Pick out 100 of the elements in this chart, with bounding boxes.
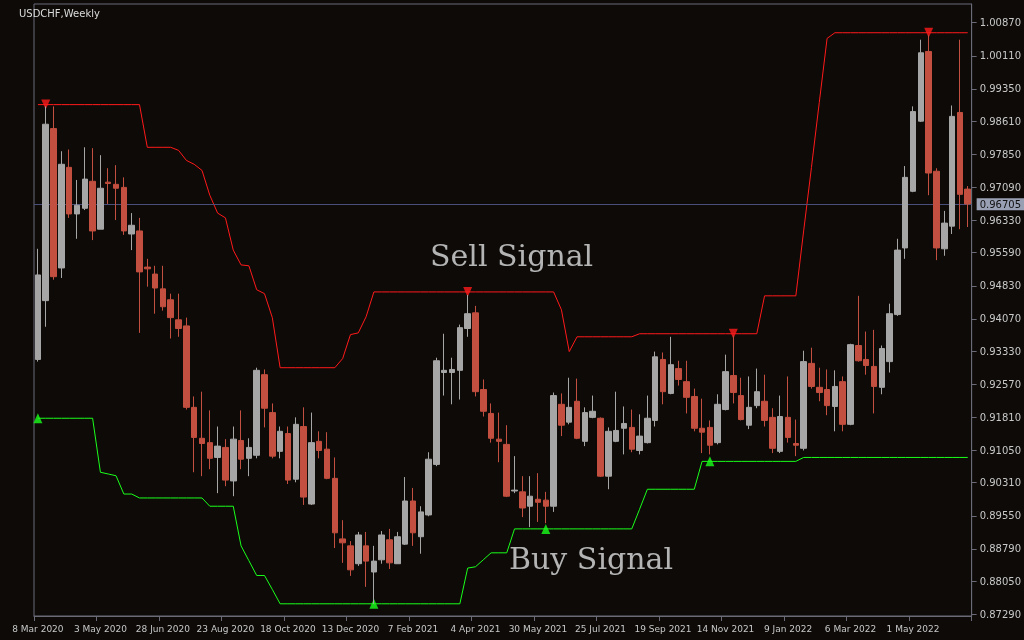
candlestick (707, 419, 713, 455)
candlestick (207, 409, 213, 470)
candlestick (261, 368, 268, 428)
candlestick (675, 360, 682, 387)
candlestick (847, 343, 854, 426)
candlestick (58, 150, 65, 279)
x-tick-label: 1 May 2022 (886, 623, 940, 634)
candlestick (74, 179, 80, 240)
point (463, 286, 473, 297)
chart-title: USDCHF,Weekly (19, 7, 100, 19)
x-tick-label: 25 Jul 2021 (575, 623, 626, 634)
candlestick (410, 487, 416, 547)
candlestick (285, 426, 291, 485)
candlestick (230, 426, 237, 497)
candlestick (339, 519, 346, 564)
candlestick (82, 146, 88, 211)
candlestick (97, 154, 104, 230)
point (33, 413, 43, 424)
candlestick (128, 212, 135, 251)
x-tick-label: 3 May 2020 (73, 623, 128, 634)
ref-line-label: 0.96705 (979, 198, 1022, 210)
candlestick (496, 412, 502, 463)
candlestick (558, 392, 565, 437)
y-tick-label: 0.97850 (979, 148, 1022, 160)
candlestick (378, 530, 385, 565)
candlestick (808, 347, 815, 390)
x-tick-label: 9 Jan 2022 (763, 623, 813, 634)
candlestick (511, 455, 518, 494)
candlestick (199, 391, 205, 477)
x-tick-label: 18 Oct 2020 (260, 623, 317, 634)
candlestick (293, 416, 299, 483)
y-tick-label: 1.00870 (979, 17, 1022, 29)
candlestick (621, 405, 627, 455)
candlestick (316, 430, 322, 459)
y-tick-label: 0.92570 (979, 378, 1022, 390)
candlestick (277, 426, 283, 459)
candlestick (746, 375, 752, 430)
y-tick-label: 0.88790 (979, 543, 1022, 555)
candlestick (785, 375, 791, 444)
candlestick (754, 368, 760, 409)
candlestick (308, 412, 315, 506)
candlestick (488, 402, 494, 444)
y-tick-label: 0.87290 (979, 608, 1022, 620)
y-tick-label: 0.97090 (979, 181, 1022, 193)
x-tick-label: 7 Feb 2021 (387, 623, 439, 634)
candlestick (66, 148, 72, 219)
x-tick-label: 23 Aug 2020 (196, 623, 255, 634)
candlestick (871, 329, 877, 414)
y-tick-label: 0.99350 (979, 83, 1022, 95)
x-tick-label: 8 Mar 2020 (12, 623, 64, 634)
y-tick-label: 0.95590 (979, 247, 1022, 259)
point (705, 456, 715, 467)
y-tick-label: 0.94070 (979, 313, 1022, 325)
y-tick-label: 0.90310 (979, 477, 1022, 489)
x-tick-label: 14 Nov 2021 (696, 623, 755, 634)
candlestick (543, 491, 549, 524)
candlestick (332, 456, 338, 549)
y-tick-label: 0.88050 (979, 575, 1022, 587)
y-tick-label: 0.91810 (979, 411, 1022, 423)
candlestick (918, 39, 924, 123)
candlestick (800, 350, 807, 451)
candlestick (738, 377, 744, 421)
x-tick-label: 19 Sep 2021 (634, 623, 692, 634)
point (541, 523, 551, 534)
candlestick (50, 105, 57, 281)
candlestick (777, 395, 783, 454)
x-tick-label: 13 Dec 2020 (321, 623, 380, 634)
candlestick (386, 528, 393, 570)
y-tick-label: 0.89550 (979, 510, 1022, 522)
candlestick (910, 105, 916, 193)
y-tick-label: 0.91050 (979, 444, 1022, 456)
candlestick (105, 167, 111, 205)
candlestick (550, 392, 557, 513)
candlestick (300, 406, 307, 506)
candlestick (222, 438, 229, 487)
candlestick (839, 375, 846, 432)
candlestick (566, 377, 572, 425)
candlestick (535, 472, 541, 523)
candlestick (347, 540, 354, 577)
candlestick (363, 531, 369, 588)
annotation: Buy Signal (509, 540, 674, 576)
candlestick (238, 409, 244, 470)
candlestick (902, 165, 908, 260)
candlestick (574, 378, 580, 440)
y-tick-label: 1.00110 (979, 50, 1022, 62)
candlestick (214, 426, 221, 494)
candlestick (519, 475, 526, 518)
annotation: Sell Signal (430, 237, 594, 273)
y-tick-label: 0.93330 (979, 345, 1022, 357)
candlestick (121, 176, 127, 236)
candlestick (113, 164, 119, 221)
x-tick-label: 30 May 2021 (508, 623, 568, 634)
candlestick (269, 402, 276, 459)
candlestick (793, 419, 799, 457)
y-tick-label: 0.96330 (979, 214, 1022, 226)
x-tick-label: 28 Jun 2020 (135, 623, 191, 634)
y-tick-label: 0.94830 (979, 280, 1022, 292)
candlestick (629, 409, 635, 453)
candlestick (597, 416, 604, 478)
candlestick (355, 531, 362, 567)
